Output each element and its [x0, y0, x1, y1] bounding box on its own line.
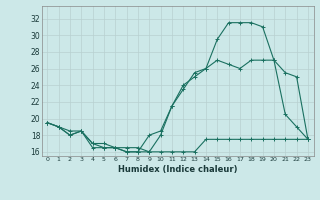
X-axis label: Humidex (Indice chaleur): Humidex (Indice chaleur) [118, 165, 237, 174]
